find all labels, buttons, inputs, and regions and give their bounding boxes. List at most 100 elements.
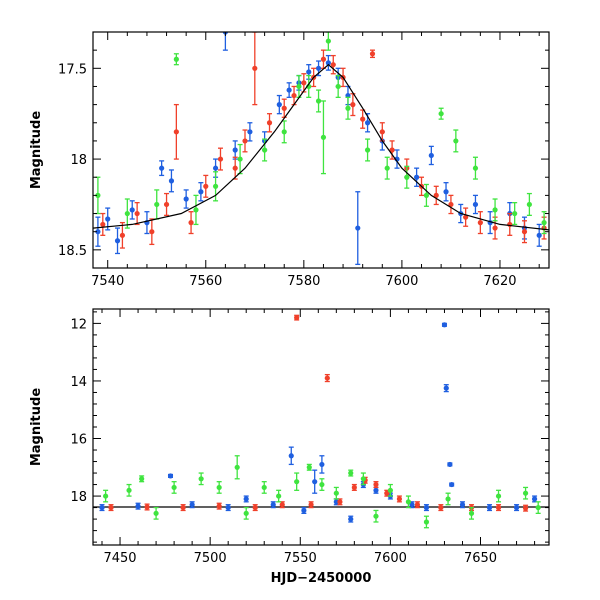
x-tick-label: 7550 bbox=[284, 551, 317, 566]
data-point bbox=[472, 194, 479, 215]
data-point bbox=[119, 221, 126, 249]
point-marker bbox=[463, 214, 469, 220]
point-marker bbox=[405, 499, 412, 505]
data-point bbox=[134, 201, 140, 226]
data-point bbox=[396, 495, 403, 503]
top-panel: 7540 7560 7580 7600 7620 17.5 18 18.5 Magnitude bbox=[29, 31, 550, 289]
point-marker bbox=[294, 479, 300, 485]
point-marker bbox=[306, 69, 312, 75]
data-point bbox=[443, 182, 449, 202]
point-marker bbox=[281, 129, 287, 135]
data-point bbox=[468, 506, 475, 520]
point-marker bbox=[389, 147, 395, 153]
data-point bbox=[507, 212, 513, 236]
data-point bbox=[167, 473, 174, 479]
data-point bbox=[126, 483, 132, 497]
point-marker bbox=[414, 502, 421, 508]
data-point bbox=[203, 174, 209, 198]
point-marker bbox=[252, 504, 258, 511]
point-marker bbox=[423, 192, 430, 198]
point-marker bbox=[369, 51, 376, 57]
data-point bbox=[355, 191, 361, 266]
data-point bbox=[350, 93, 356, 117]
point-marker bbox=[180, 504, 186, 511]
point-marker bbox=[183, 196, 189, 202]
plot-frame bbox=[92, 308, 550, 546]
data-point bbox=[495, 504, 502, 512]
x-tick-label: 7600 bbox=[374, 551, 407, 566]
point-marker bbox=[373, 513, 379, 519]
y-tick-label: 14 bbox=[70, 375, 87, 390]
point-marker bbox=[396, 496, 403, 502]
data-point bbox=[129, 200, 135, 220]
point-marker bbox=[325, 60, 331, 66]
point-marker bbox=[252, 65, 258, 71]
data-point bbox=[234, 455, 240, 480]
data-point bbox=[348, 469, 354, 477]
data-point bbox=[373, 481, 379, 489]
point-marker bbox=[448, 201, 454, 208]
data-point bbox=[325, 54, 331, 71]
data-point bbox=[276, 94, 282, 115]
point-marker bbox=[193, 207, 199, 213]
data-point bbox=[95, 176, 101, 215]
point-marker bbox=[139, 476, 145, 482]
point-marker bbox=[364, 120, 371, 126]
point-marker bbox=[203, 183, 209, 189]
data-point bbox=[438, 107, 444, 120]
data-point bbox=[486, 504, 493, 512]
point-marker bbox=[472, 165, 479, 171]
series-green bbox=[95, 32, 547, 235]
point-marker bbox=[433, 192, 439, 198]
point-marker bbox=[443, 189, 449, 195]
data-point bbox=[188, 211, 194, 235]
x-axis-label: HJD−2450000 bbox=[271, 571, 372, 586]
point-marker bbox=[384, 490, 390, 496]
data-point bbox=[189, 501, 195, 509]
point-marker bbox=[312, 479, 318, 485]
data-point bbox=[144, 503, 150, 511]
point-marker bbox=[320, 134, 327, 140]
point-marker bbox=[423, 519, 430, 525]
point-marker bbox=[232, 165, 238, 171]
point-marker bbox=[345, 105, 351, 111]
data-point bbox=[522, 504, 529, 512]
point-marker bbox=[521, 229, 528, 235]
point-marker bbox=[350, 102, 356, 108]
data-point bbox=[387, 483, 393, 497]
data-point bbox=[492, 198, 498, 222]
data-point bbox=[325, 32, 331, 51]
y-tick-label: 18 bbox=[70, 490, 87, 505]
data-point bbox=[423, 183, 430, 207]
point-marker bbox=[522, 490, 529, 496]
model-curve bbox=[93, 63, 549, 231]
point-marker bbox=[163, 201, 170, 208]
point-marker bbox=[379, 129, 385, 135]
point-marker bbox=[495, 504, 502, 511]
x-tick-label: 7600 bbox=[385, 274, 418, 289]
data-point bbox=[472, 156, 479, 180]
data-point bbox=[351, 483, 357, 491]
data-point bbox=[364, 138, 371, 162]
data-point bbox=[384, 156, 390, 180]
data-point bbox=[266, 113, 273, 133]
point-marker bbox=[512, 210, 518, 217]
x-tick-label: 7650 bbox=[464, 551, 497, 566]
point-marker bbox=[438, 111, 444, 117]
data-point bbox=[296, 74, 302, 99]
data-point bbox=[441, 322, 448, 328]
point-marker bbox=[348, 470, 354, 476]
x-tick-label: 7580 bbox=[287, 274, 320, 289]
point-marker bbox=[438, 504, 444, 511]
data-point bbox=[149, 218, 155, 246]
point-marker bbox=[212, 183, 219, 189]
data-point bbox=[320, 100, 327, 175]
point-marker bbox=[237, 156, 243, 162]
data-point bbox=[100, 212, 106, 236]
point-marker bbox=[337, 499, 343, 505]
data-point bbox=[217, 147, 224, 171]
point-marker bbox=[351, 484, 357, 491]
point-marker bbox=[134, 210, 140, 217]
point-marker bbox=[447, 461, 453, 468]
point-marker bbox=[173, 129, 179, 135]
